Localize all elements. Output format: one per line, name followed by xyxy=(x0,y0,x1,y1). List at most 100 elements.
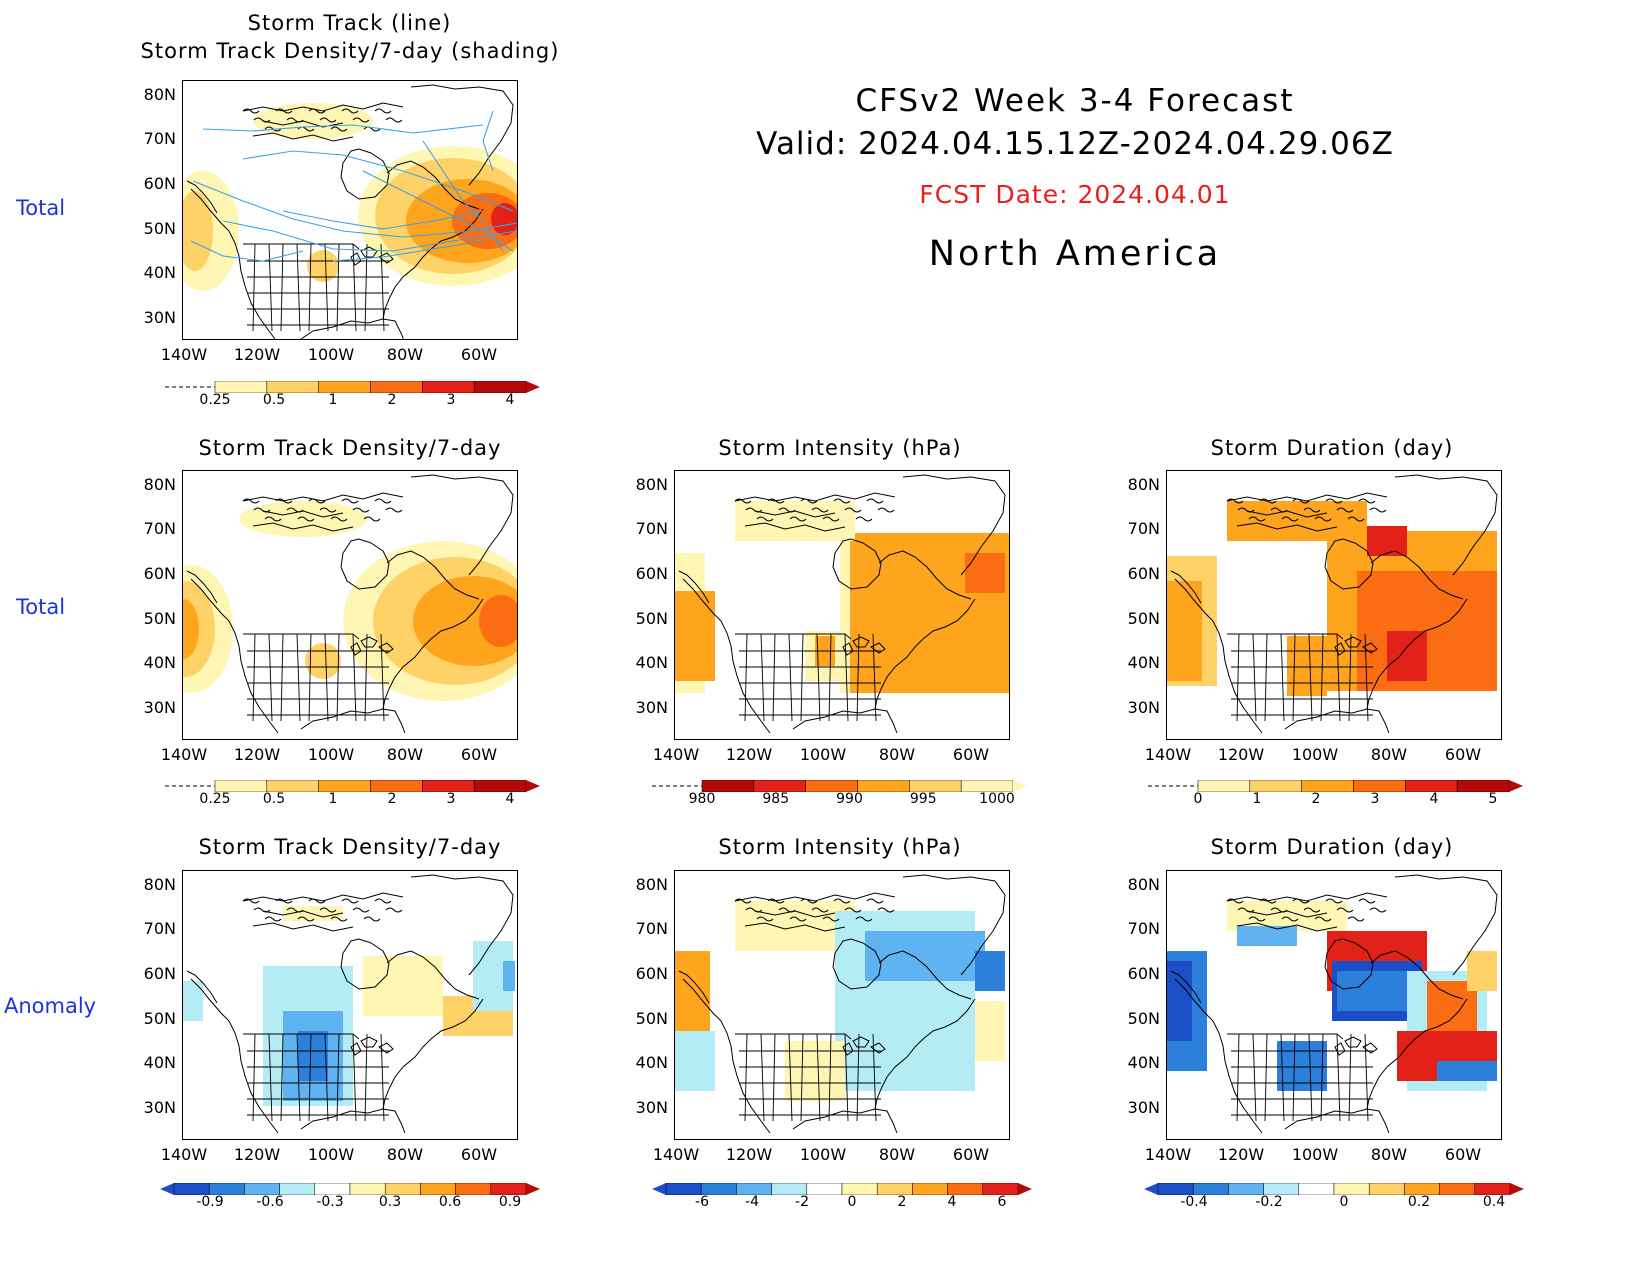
grid-cell xyxy=(1337,971,1407,1011)
colorbar-tick-label: 3 xyxy=(446,791,456,807)
colorbar-tick-label: 6 xyxy=(997,1194,1007,1210)
lat-label: 40N xyxy=(143,1053,176,1072)
colorbar-arrow-right xyxy=(526,780,540,792)
lat-label: 40N xyxy=(143,263,176,282)
lon-label: 80W xyxy=(1370,745,1408,764)
colorbar-tick-label: -0.9 xyxy=(196,1194,224,1210)
lat-label: 40N xyxy=(635,653,668,672)
lat-label: 30N xyxy=(143,698,176,717)
grid-cell xyxy=(965,553,1005,593)
density-west-core xyxy=(183,191,213,271)
lat-label: 30N xyxy=(635,698,668,717)
lat-label: 30N xyxy=(635,1098,668,1117)
lon-label: 140W xyxy=(652,1145,700,1164)
grid-cell xyxy=(363,956,443,1016)
colorbar-panel-2 xyxy=(165,777,540,811)
colorbar-tick-label: 0 xyxy=(1339,1194,1349,1210)
grid-cell xyxy=(785,1041,845,1101)
lat-label: 80N xyxy=(1127,875,1160,894)
colorbar-tick-label: -0.6 xyxy=(256,1194,284,1210)
lat-label: 50N xyxy=(1127,609,1160,628)
colorbar-arrow-left xyxy=(1144,1183,1158,1195)
grid-cell xyxy=(1367,526,1407,556)
colorbar-tick-label: 0.4 xyxy=(1482,1194,1506,1210)
grid-cell xyxy=(1437,1061,1497,1081)
lon-label: 80W xyxy=(878,1145,916,1164)
colorbar-tick-label: 0.3 xyxy=(378,1194,402,1210)
lon-label: 100W xyxy=(307,345,355,364)
density-east-core xyxy=(479,595,517,647)
lat-label: 70N xyxy=(143,919,176,938)
lat-label: 70N xyxy=(1127,919,1160,938)
lat-label: 60N xyxy=(143,964,176,983)
lat-label: 80N xyxy=(635,475,668,494)
colorbar-tick-label: 3 xyxy=(446,392,456,408)
map-panel-storm-track xyxy=(182,80,518,340)
lon-label: 100W xyxy=(1291,1145,1339,1164)
lon-label: 100W xyxy=(1291,745,1339,764)
density-arctic xyxy=(239,501,367,537)
lon-label: 60W xyxy=(1444,745,1482,764)
grid-cell xyxy=(1167,961,1192,1041)
panel-6-title: Storm Intensity (hPa) xyxy=(718,835,962,859)
panel-7-title: Storm Duration (day) xyxy=(1210,835,1454,859)
colorbar-arrow-left xyxy=(160,1183,174,1195)
region-name: North America xyxy=(928,234,1222,274)
grid-cell xyxy=(975,1001,1005,1061)
colorbar-tick-label: 1000 xyxy=(979,791,1015,807)
map-panel-duration xyxy=(1166,470,1502,740)
lat-label: 60N xyxy=(1127,964,1160,983)
main-title-line2: Valid: 2024.04.15.12Z-2024.04.29.06Z xyxy=(756,126,1394,162)
lat-label: 50N xyxy=(143,219,176,238)
coastline-layer xyxy=(678,474,1006,734)
coastline-layer xyxy=(186,474,514,734)
colorbar-tick-label: -0.2 xyxy=(1255,1194,1283,1210)
map-panel-intensity-anomaly xyxy=(674,870,1010,1140)
row-label-total-1: Total xyxy=(16,196,66,220)
lon-label: 140W xyxy=(652,745,700,764)
state-borders xyxy=(735,1033,881,1122)
colorbar-tick-label: -2 xyxy=(795,1194,809,1210)
density-plains xyxy=(305,643,341,679)
colorbar-arrow-right xyxy=(1510,1183,1524,1195)
lon-label: 140W xyxy=(1144,1145,1192,1164)
grid-cell xyxy=(675,591,715,681)
lat-label: 50N xyxy=(143,1009,176,1028)
lon-label: 140W xyxy=(160,745,208,764)
colorbar-tick-label: -0.3 xyxy=(316,1194,344,1210)
lon-label: 80W xyxy=(1370,1145,1408,1164)
colorbar-panel-4 xyxy=(1148,777,1523,811)
colorbar-tick-label: -0.4 xyxy=(1180,1194,1208,1210)
grid-cell xyxy=(1387,631,1427,681)
lat-label: 50N xyxy=(635,609,668,628)
colorbar-tick-label: 4 xyxy=(505,392,515,408)
colorbar-arrow-right xyxy=(526,381,540,393)
panel-1-title-line2: Storm Track Density/7-day (shading) xyxy=(140,39,560,63)
lon-label: 120W xyxy=(233,345,281,364)
lat-label: 40N xyxy=(1127,1053,1160,1072)
state-borders xyxy=(243,1033,389,1122)
state-borders xyxy=(243,633,389,722)
colorbar-tick-label: 1 xyxy=(328,392,338,408)
lon-label: 60W xyxy=(460,345,498,364)
forecast-date: FCST Date: 2024.04.01 xyxy=(919,180,1231,209)
lon-label: 120W xyxy=(1217,1145,1265,1164)
lat-label: 80N xyxy=(635,875,668,894)
grid-cell xyxy=(1467,951,1497,991)
panel-3-title: Storm Intensity (hPa) xyxy=(718,436,962,460)
map-panel-track-density xyxy=(182,470,518,740)
lat-label: 70N xyxy=(635,919,668,938)
grid-cell xyxy=(1287,636,1327,696)
lon-label: 80W xyxy=(386,745,424,764)
lon-label: 120W xyxy=(1217,745,1265,764)
coastline-layer xyxy=(1170,874,1498,1134)
lat-label: 30N xyxy=(1127,698,1160,717)
lon-label: 100W xyxy=(799,1145,847,1164)
lon-label: 100W xyxy=(307,1145,355,1164)
lat-label: 80N xyxy=(143,475,176,494)
map-panel-duration-anomaly xyxy=(1166,870,1502,1140)
colorbar-arrow-left xyxy=(652,1183,666,1195)
lon-label: 140W xyxy=(160,345,208,364)
grid-cell xyxy=(675,1031,715,1091)
lon-label: 120W xyxy=(233,1145,281,1164)
